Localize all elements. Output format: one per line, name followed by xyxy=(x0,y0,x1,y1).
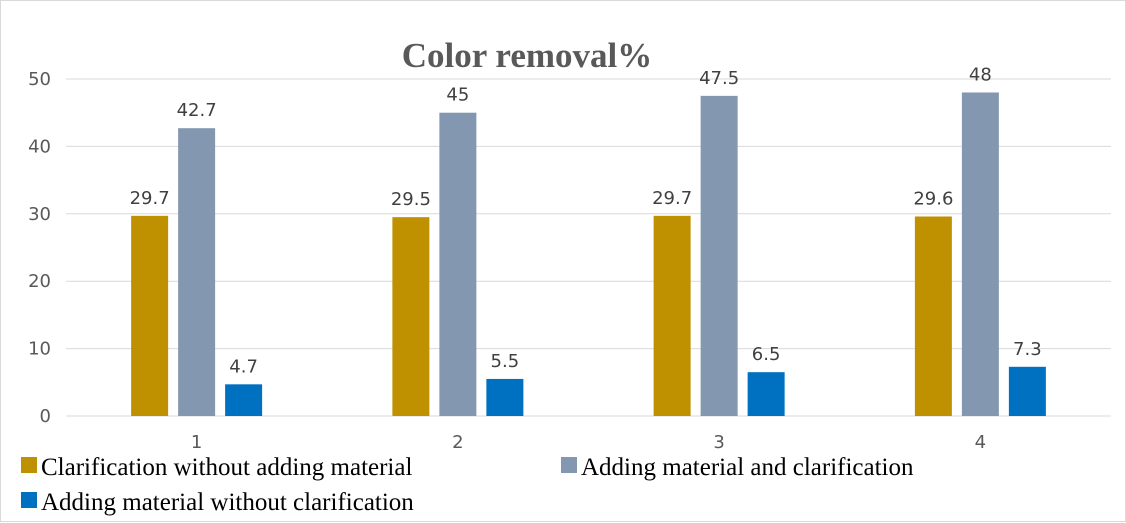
legend-label-s2: Adding material and clarification xyxy=(581,454,914,481)
data-label-s1-cat3: 29.7 xyxy=(652,188,692,209)
data-label-s1-cat1: 29.7 xyxy=(130,188,170,209)
data-label-s3-cat4: 7.3 xyxy=(1013,339,1042,360)
legend-swatch-s3 xyxy=(21,492,37,508)
gridlines xyxy=(66,78,1111,350)
x-tick-label-4: 4 xyxy=(975,432,986,453)
legend-label-s3: Adding material without clarification xyxy=(41,489,414,516)
y-tick-label-50: 50 xyxy=(28,69,51,90)
y-tick-label-30: 30 xyxy=(28,204,51,225)
legend-label-s1: Clarification without adding material xyxy=(41,454,412,481)
chart-title: Color removal% xyxy=(402,36,652,75)
legend: Clarification without adding material Add… xyxy=(21,454,914,516)
x-tick-label-3: 3 xyxy=(713,432,724,453)
bar-s1-cat4 xyxy=(914,216,952,416)
bar-s2-cat2 xyxy=(439,112,477,416)
bar-s2-cat3 xyxy=(700,95,738,416)
data-label-s1-cat2: 29.5 xyxy=(391,189,431,210)
x-tick-label-1: 1 xyxy=(191,432,202,453)
bar-s2-cat4 xyxy=(961,92,999,416)
y-tick-label-10: 10 xyxy=(28,339,51,360)
bar-s3-cat2 xyxy=(486,378,524,416)
bars xyxy=(131,92,1046,416)
bar-s3-cat3 xyxy=(747,372,785,416)
bar-s2-cat1 xyxy=(178,128,216,416)
bar-s1-cat2 xyxy=(392,217,430,416)
y-tick-label-0: 0 xyxy=(40,406,51,427)
data-labels: 29.7 42.7 4.7 29.5 45 5.5 29.7 47.5 6.5 29.6 48 7.3 xyxy=(130,64,1042,377)
x-tick-label-2: 2 xyxy=(452,432,463,453)
data-label-s1-cat4: 29.6 xyxy=(913,188,953,209)
legend-swatch-s2 xyxy=(561,457,577,473)
data-label-s2-cat2: 45 xyxy=(446,85,469,106)
y-tick-label-40: 40 xyxy=(28,136,51,157)
bar-s1-cat3 xyxy=(653,215,691,416)
data-label-s3-cat1: 4.7 xyxy=(229,356,258,377)
bar-s3-cat1 xyxy=(225,384,263,416)
bar-s3-cat4 xyxy=(1008,366,1046,416)
bar-s1-cat1 xyxy=(131,215,169,416)
data-label-s3-cat2: 5.5 xyxy=(491,351,520,372)
y-tick-label-20: 20 xyxy=(28,271,51,292)
data-label-s3-cat3: 6.5 xyxy=(752,344,781,365)
data-label-s2-cat1: 42.7 xyxy=(177,100,217,121)
data-label-s2-cat4: 48 xyxy=(969,64,992,85)
legend-swatch-s1 xyxy=(21,457,37,473)
data-label-s2-cat3: 47.5 xyxy=(699,68,739,89)
